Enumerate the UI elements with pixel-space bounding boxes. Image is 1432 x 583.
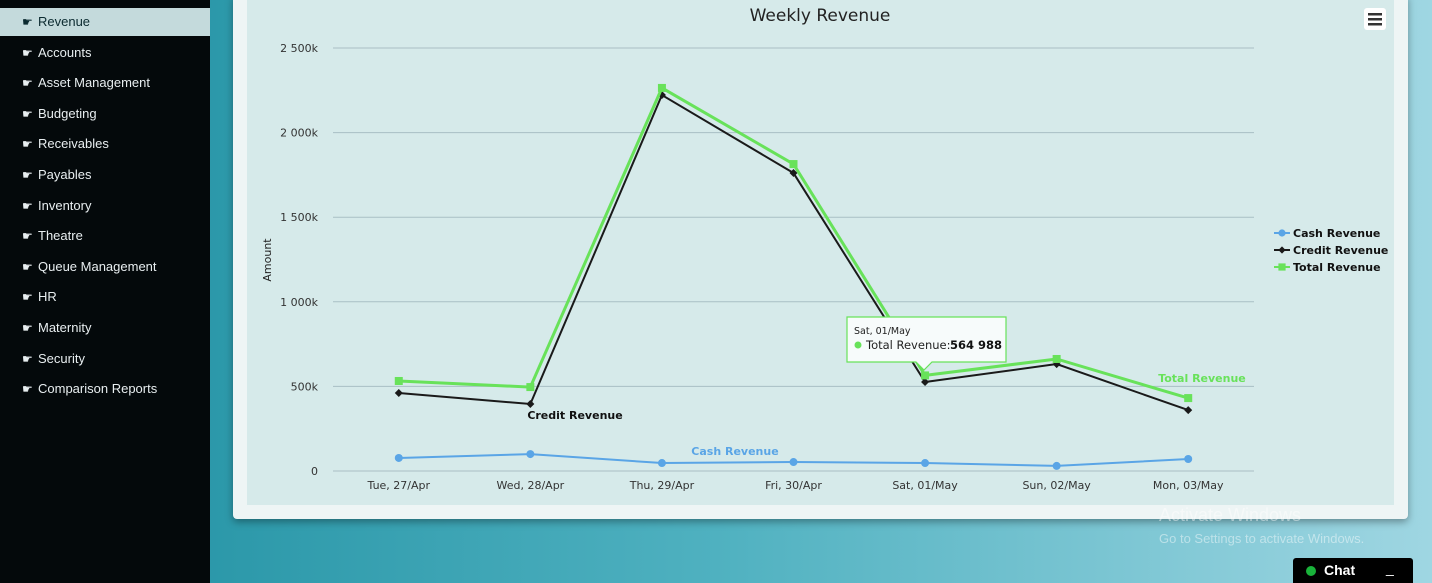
- legend-label: Credit Revenue: [1293, 244, 1388, 257]
- marker: [1052, 461, 1061, 470]
- menu-item[interactable]: Queue Management: [0, 253, 210, 281]
- y-tick-label: 1 500k: [280, 211, 318, 224]
- marker: [394, 453, 403, 462]
- marker: [657, 459, 666, 468]
- legend-label: Total Revenue: [1293, 261, 1381, 274]
- menu-item[interactable]: Budgeting: [0, 100, 210, 128]
- marker: [657, 83, 666, 92]
- x-tick-label: Wed, 28/Apr: [496, 479, 564, 492]
- menu-item[interactable]: Security: [0, 345, 210, 373]
- y-tick-label: 2 500k: [280, 42, 318, 55]
- legend-item[interactable]: Total Revenue: [1274, 261, 1381, 274]
- menu-item[interactable]: Receivables: [0, 130, 210, 158]
- marker: [1052, 354, 1061, 363]
- menu-item[interactable]: Accounts: [0, 39, 210, 67]
- legend-label: Cash Revenue: [1293, 227, 1380, 240]
- marker: [921, 459, 930, 468]
- plot-background: [247, 0, 1394, 505]
- status-dot: [1306, 566, 1316, 576]
- legend-item[interactable]: Credit Revenue: [1274, 244, 1388, 257]
- marker: [526, 383, 535, 392]
- y-tick-label: 0: [311, 465, 318, 478]
- series-label: Credit Revenue: [527, 409, 622, 422]
- menu-item[interactable]: Maternity: [0, 314, 210, 342]
- legend-item[interactable]: Cash Revenue: [1274, 227, 1380, 240]
- y-tick-label: 2 000k: [280, 127, 318, 140]
- x-tick-label: Thu, 29/Apr: [629, 479, 695, 492]
- y-tick-label: 500k: [291, 380, 319, 393]
- marker: [921, 378, 930, 387]
- marker: [1184, 394, 1193, 403]
- watermark-subtitle: Go to Settings to activate Windows.: [1159, 531, 1365, 546]
- marker: [789, 169, 798, 178]
- chart-title: Weekly Revenue: [750, 6, 891, 26]
- marker: [1278, 229, 1286, 237]
- marker: [789, 458, 798, 467]
- marker: [1184, 406, 1193, 415]
- tooltip-title: Sat, 01/May: [854, 326, 911, 337]
- menu-item[interactable]: Revenue: [0, 8, 210, 36]
- menu-item[interactable]: HR: [0, 283, 210, 311]
- series-label: Total Revenue: [1158, 372, 1246, 385]
- sidebar: Revenue AccountsAsset Management Budgeting…: [0, 0, 210, 583]
- marker: [394, 388, 403, 397]
- menu-item[interactable]: Theatre: [0, 222, 210, 250]
- tooltip-box: [846, 316, 1007, 371]
- menu-item[interactable]: Payables: [0, 161, 210, 189]
- menu-item[interactable]: Comparison Reports: [0, 375, 210, 403]
- chat-label: Chat: [1324, 562, 1356, 578]
- x-tick-label: Mon, 03/May: [1153, 479, 1224, 492]
- watermark-title: Activate Windows: [1159, 505, 1302, 525]
- tooltip-value: 564 988: [950, 338, 1002, 352]
- x-tick-label: Tue, 27/Apr: [367, 479, 431, 492]
- tooltip-label: Total Revenue:: [865, 338, 950, 352]
- marker: [526, 399, 535, 408]
- marker: [789, 160, 798, 169]
- marker: [526, 450, 535, 459]
- marker: [394, 376, 403, 385]
- marker: [1278, 263, 1286, 271]
- marker: [1184, 454, 1193, 463]
- chat-minimize[interactable]: _: [1386, 560, 1394, 576]
- chat-button[interactable]: Chat _: [1293, 558, 1413, 583]
- tooltip-dot: [854, 341, 862, 349]
- menu-item[interactable]: Inventory: [0, 192, 210, 220]
- y-tick-label: 1 000k: [280, 296, 318, 309]
- x-tick-label: Sat, 01/May: [892, 479, 958, 492]
- marker: [921, 371, 930, 380]
- menu-button[interactable]: [1364, 8, 1386, 30]
- x-tick-label: Sun, 02/May: [1022, 479, 1091, 492]
- marker: [1278, 246, 1286, 254]
- x-tick-label: Fri, 30/Apr: [765, 479, 822, 492]
- menu-item[interactable]: Asset Management: [0, 69, 210, 97]
- series-label: Cash Revenue: [691, 445, 778, 458]
- y-axis-title: Amount: [261, 238, 274, 282]
